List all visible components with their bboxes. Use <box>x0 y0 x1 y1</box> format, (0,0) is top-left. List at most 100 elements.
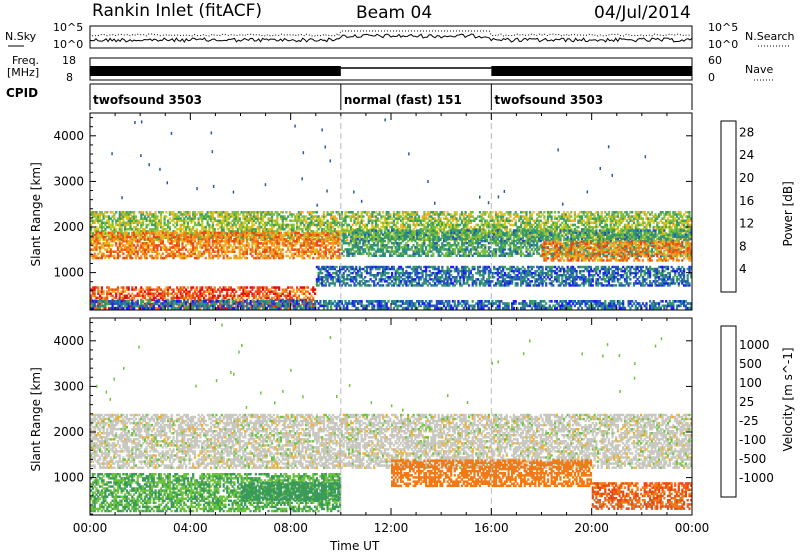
data-cell <box>257 238 259 241</box>
data-cell <box>343 255 345 258</box>
data-cell <box>165 215 167 218</box>
data-cell <box>671 226 673 229</box>
data-cell <box>606 224 608 227</box>
data-cell <box>533 211 535 214</box>
data-cell <box>115 242 117 245</box>
data-cell <box>436 231 438 234</box>
data-cell <box>387 211 389 214</box>
data-cell <box>348 224 350 227</box>
data-cell <box>312 257 314 260</box>
data-cell <box>649 226 651 229</box>
data-cell <box>570 215 572 218</box>
data-cell <box>647 211 649 214</box>
data-cell <box>447 211 449 214</box>
nsearch-line <box>90 31 692 36</box>
data-cell <box>432 252 434 255</box>
data-cell <box>509 211 511 214</box>
data-cell <box>477 224 479 227</box>
data-cell <box>192 226 194 229</box>
freq-label-2: [MHz] <box>7 66 39 79</box>
data-cell <box>185 232 187 235</box>
data-cell <box>645 213 647 216</box>
data-cell <box>439 238 441 241</box>
data-cell <box>459 229 461 232</box>
data-cell <box>172 211 174 214</box>
cpid-label: CPID <box>6 86 38 100</box>
data-cell <box>567 224 569 227</box>
nave-label: Nave <box>745 63 773 76</box>
data-cell <box>506 226 508 229</box>
data-cell <box>558 211 560 214</box>
data-cell <box>212 213 214 216</box>
data-cell <box>551 211 553 214</box>
data-cell <box>285 232 287 235</box>
data-cell <box>103 232 105 235</box>
data-cell <box>239 213 241 216</box>
data-cell <box>112 211 114 214</box>
data-cell <box>273 213 275 216</box>
data-cell <box>293 236 295 239</box>
data-cell <box>457 242 459 245</box>
data-cell <box>631 226 633 229</box>
freq-block-0 <box>90 66 341 76</box>
data-cell <box>282 211 284 214</box>
data-cell <box>334 246 336 249</box>
data-cell <box>472 211 474 214</box>
data-cell <box>525 213 527 216</box>
data-cell <box>617 226 619 229</box>
data-cell <box>366 226 368 229</box>
data-cell <box>577 226 579 229</box>
data-cell <box>420 238 422 241</box>
data-cell <box>275 232 277 235</box>
data-cell <box>169 226 171 229</box>
data-cell <box>457 226 459 229</box>
data-cell <box>271 211 273 214</box>
data-cell <box>95 211 97 214</box>
data-cell <box>160 213 162 216</box>
data-cell <box>468 236 470 239</box>
data-cell <box>484 244 486 247</box>
data-cell <box>645 226 647 229</box>
data-cell <box>133 211 135 214</box>
data-cell <box>332 211 334 214</box>
cpid-segment-1: normal (fast) 151 <box>344 93 462 107</box>
data-cell <box>604 211 606 214</box>
data-cell <box>327 211 329 214</box>
data-cell <box>156 215 158 218</box>
data-cell <box>380 229 382 232</box>
data-cell <box>301 234 303 237</box>
data-cell <box>594 213 596 216</box>
data-cell <box>205 226 207 229</box>
data-cell <box>660 213 662 216</box>
nsearch-tick-high: 10^5 <box>708 21 738 34</box>
data-cell <box>282 253 284 256</box>
data-cell <box>409 224 411 227</box>
data-cell <box>429 229 431 232</box>
data-cell <box>205 257 207 260</box>
data-cell <box>432 229 434 232</box>
data-cell <box>377 224 379 227</box>
data-cell <box>495 211 497 214</box>
data-cell <box>590 211 592 214</box>
data-cell <box>414 226 416 229</box>
data-cell <box>601 211 603 214</box>
data-cell <box>196 213 198 216</box>
freq-block-1 <box>491 66 692 76</box>
data-cell <box>563 211 565 214</box>
data-cell <box>375 211 377 214</box>
nsky-trace <box>90 31 692 42</box>
data-cell <box>242 240 244 243</box>
data-cell <box>491 229 493 232</box>
data-cell <box>336 217 338 220</box>
data-cell <box>423 211 425 214</box>
data-cell <box>662 211 664 214</box>
cpid-segment-2: twofsound 3503 <box>494 93 603 107</box>
data-cell <box>540 211 542 214</box>
nsearch-tick-low: 10^0 <box>708 38 738 51</box>
nsky-tick-high: 10^5 <box>53 21 83 34</box>
data-cell <box>131 257 133 260</box>
data-cell <box>515 220 517 223</box>
